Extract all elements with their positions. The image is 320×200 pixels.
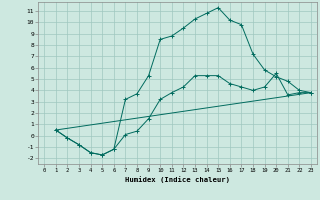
X-axis label: Humidex (Indice chaleur): Humidex (Indice chaleur) — [125, 176, 230, 183]
